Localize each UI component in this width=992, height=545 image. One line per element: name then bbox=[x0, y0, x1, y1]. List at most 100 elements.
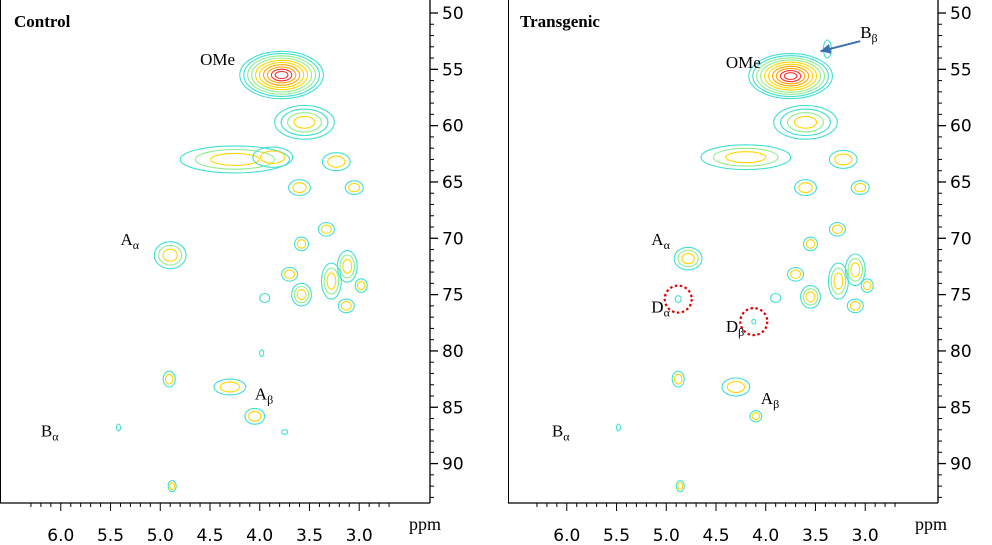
y-tick-label: 50 bbox=[950, 4, 972, 24]
contour-level bbox=[284, 269, 296, 280]
contour-peak bbox=[828, 149, 858, 169]
contour-level bbox=[348, 182, 361, 193]
y-tick-label: 50 bbox=[442, 4, 464, 24]
contour-level bbox=[281, 429, 289, 435]
contour-peak bbox=[239, 50, 324, 100]
contour-level bbox=[790, 269, 802, 280]
contour-level bbox=[751, 318, 757, 325]
contour-level bbox=[293, 115, 316, 129]
contour-level bbox=[266, 66, 297, 84]
contour-level bbox=[327, 155, 346, 168]
contour-level bbox=[344, 180, 364, 195]
contour-level bbox=[194, 149, 275, 170]
contour-level bbox=[259, 292, 271, 304]
x-axis-label: ppm bbox=[409, 514, 441, 534]
contour-peak bbox=[281, 266, 299, 282]
contour-level bbox=[844, 253, 866, 287]
contour-level bbox=[321, 152, 351, 172]
contour-level bbox=[749, 410, 763, 423]
contour-level bbox=[239, 50, 324, 100]
contour-level bbox=[342, 258, 353, 274]
contour-peak bbox=[787, 266, 805, 282]
contour-peak bbox=[213, 378, 247, 396]
contour-peak bbox=[800, 285, 821, 309]
y-tick-label: 55 bbox=[442, 60, 464, 80]
contour-peak bbox=[252, 146, 294, 168]
contour-level bbox=[247, 55, 317, 95]
contour-peak bbox=[354, 278, 368, 293]
contour-level bbox=[179, 145, 291, 174]
contour-level bbox=[700, 144, 792, 171]
y-tick-label: 55 bbox=[950, 60, 972, 80]
contour-peak bbox=[675, 479, 685, 493]
contour-level bbox=[252, 146, 294, 168]
contour-level bbox=[115, 423, 122, 432]
contour-level bbox=[681, 253, 695, 265]
contour-level bbox=[770, 292, 782, 304]
contour-level bbox=[270, 68, 293, 82]
contour-level bbox=[780, 108, 831, 137]
contour-level bbox=[787, 266, 805, 282]
contour-level bbox=[673, 246, 703, 271]
control-panel: Control OMe Aα Aβ Bα 50 55 60 65 70 75 80 85 90 6.0 5.… bbox=[0, 0, 464, 545]
contour-level bbox=[850, 180, 870, 195]
contour-peak bbox=[671, 370, 685, 388]
contour-peak bbox=[336, 250, 358, 283]
contour-peak bbox=[281, 429, 289, 435]
contour-peak bbox=[748, 53, 833, 100]
contour-peak bbox=[115, 423, 122, 432]
dashed-circle-marker bbox=[739, 307, 769, 337]
contour-level bbox=[831, 224, 843, 235]
contour-level bbox=[293, 285, 310, 304]
contour-level bbox=[317, 221, 335, 237]
x-axis-label: ppm bbox=[915, 514, 947, 534]
contour-level bbox=[158, 244, 183, 266]
y-tick-label: 85 bbox=[950, 398, 972, 418]
x-tick-label: 6.0 bbox=[553, 526, 580, 545]
contour-level bbox=[164, 373, 174, 385]
contour-level bbox=[259, 150, 286, 164]
peak-label: Dα bbox=[651, 298, 670, 320]
contour-level bbox=[828, 149, 858, 169]
contour-level bbox=[833, 272, 844, 290]
y-tick-label: 70 bbox=[950, 229, 972, 249]
x-tick-label: 4.0 bbox=[752, 526, 779, 545]
contour-peak bbox=[770, 292, 782, 304]
contour-level bbox=[860, 278, 874, 293]
contour-level bbox=[850, 262, 861, 278]
contour-peak bbox=[244, 407, 266, 425]
contour-peak bbox=[794, 179, 817, 197]
x-tick-label: 5.5 bbox=[603, 526, 630, 545]
contour-level bbox=[773, 104, 838, 140]
x-tick-label: 5.0 bbox=[147, 526, 174, 545]
contour-level bbox=[834, 153, 853, 166]
contour-peak bbox=[749, 410, 763, 423]
y-tick-label: 85 bbox=[442, 398, 464, 418]
contour-level bbox=[356, 280, 366, 291]
y-tick-label: 90 bbox=[950, 455, 972, 475]
contour-level bbox=[675, 479, 685, 493]
contour-level bbox=[673, 373, 683, 385]
contour-peak bbox=[179, 145, 291, 174]
y-tick-label: 80 bbox=[442, 342, 464, 362]
contour-level bbox=[786, 112, 825, 133]
contour-level bbox=[162, 248, 178, 262]
x-tick-label: 3.5 bbox=[296, 526, 323, 545]
contour-level bbox=[281, 266, 299, 282]
contour-level bbox=[751, 412, 761, 421]
contour-level bbox=[258, 61, 305, 89]
contour-level bbox=[674, 295, 682, 304]
contour-peak bbox=[721, 377, 751, 397]
contour-level bbox=[748, 53, 833, 100]
arrow-head bbox=[820, 44, 832, 54]
contour-peak bbox=[773, 104, 838, 140]
contour-level bbox=[248, 410, 262, 422]
y-tick-label: 65 bbox=[442, 173, 464, 193]
x-tick-label: 3.5 bbox=[802, 526, 829, 545]
y-tick-label: 60 bbox=[950, 117, 972, 137]
contour-level bbox=[671, 370, 685, 388]
contour-peak bbox=[321, 152, 351, 172]
contour-peak bbox=[320, 262, 342, 300]
contour-peak bbox=[259, 349, 265, 358]
